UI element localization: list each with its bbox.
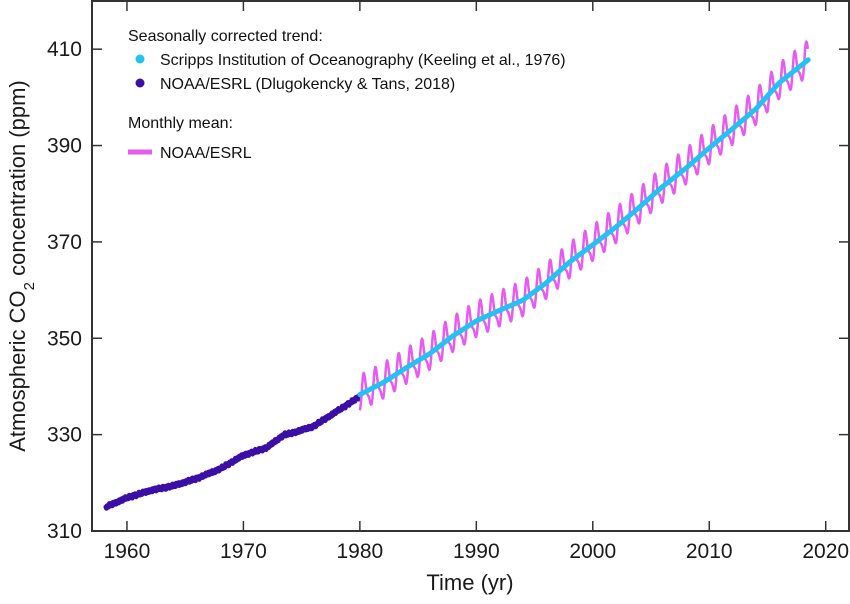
x-tick-label: 1970	[220, 540, 267, 563]
legend-label-noaa-monthly: NOAA/ESRL	[160, 145, 252, 162]
x-tick-label: 2020	[802, 540, 849, 563]
y-axis: 310 330 350 370 390 410	[47, 38, 849, 543]
x-tick-label: 1990	[453, 540, 500, 563]
x-tick-label: 1960	[104, 540, 151, 563]
series-scripps-trend	[357, 57, 811, 398]
y-tick-label: 310	[47, 520, 82, 543]
x-tick-label: 2010	[686, 540, 733, 563]
y-tick-label: 370	[47, 231, 82, 254]
x-tick-label: 1980	[337, 540, 384, 563]
y-axis-title-subscript: 2	[21, 282, 38, 290]
y-axis-title-suffix: concentration (ppm)	[5, 80, 30, 282]
legend-label-scripps: Scripps Institution of Oceanography (Kee…	[160, 52, 566, 69]
legend-label-noaa-trend: NOAA/ESRL (Dlugokencky & Tans, 2018)	[160, 76, 455, 93]
y-tick-label: 410	[47, 38, 82, 61]
legend-group-trend-title: Seasonally corrected trend:	[128, 28, 323, 45]
x-tick-label: 2000	[569, 540, 616, 563]
series-noaa-trend-early	[103, 393, 363, 511]
x-axis-title: Time (yr)	[426, 570, 513, 595]
plot-border	[91, 0, 850, 532]
plot-frame	[91, 0, 850, 532]
legend-marker-noaa-trend	[135, 78, 145, 88]
y-tick-label: 330	[47, 424, 82, 447]
series-layer	[103, 40, 811, 511]
y-axis-title: Atmospheric CO2 concentration (ppm)	[5, 80, 38, 452]
y-tick-label: 350	[47, 327, 82, 350]
x-axis: 1960 1970 1980 1990 2000 2010 2020	[104, 1, 849, 563]
y-tick-label: 390	[47, 135, 82, 158]
legend-group-monthly-title: Monthly mean:	[128, 115, 233, 132]
legend-marker-scripps	[135, 54, 145, 64]
series-noaa-monthly-mean	[358, 40, 810, 411]
legend: Seasonally corrected trend: Scripps Inst…	[128, 28, 566, 162]
y-axis-title-prefix: Atmospheric CO	[5, 290, 30, 451]
